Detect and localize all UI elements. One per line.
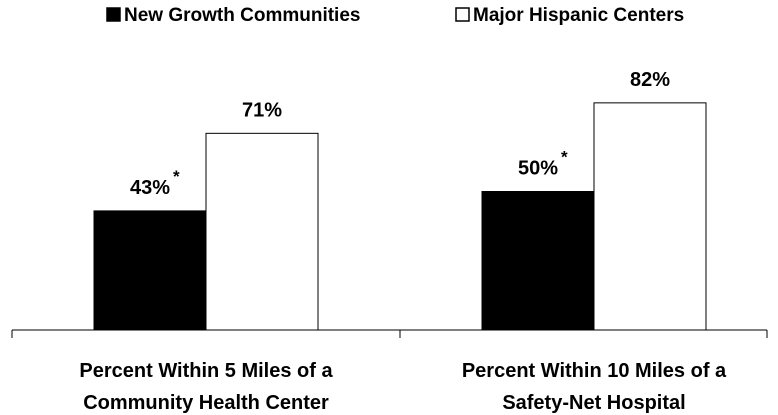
x-axis <box>11 329 768 338</box>
value-label-2-series-1: 50% <box>518 158 558 180</box>
legend-label-2: Major Hispanic Centers <box>473 5 684 26</box>
value-label-1-series-1: 43% <box>130 177 170 199</box>
legend-swatch-1 <box>106 7 121 22</box>
bar-2-series-1 <box>481 191 595 331</box>
value-label-2-series-2: 82% <box>630 69 670 91</box>
category-labels-group: Percent Within 5 Miles of a Community Hea… <box>79 360 727 414</box>
bars-group <box>93 102 707 331</box>
value-label-1-series-2: 71% <box>242 99 282 121</box>
bar-2-series-2 <box>593 102 707 331</box>
legend: New Growth Communities Major Hispanic Cen… <box>106 5 684 26</box>
significance-marker-2: * <box>561 148 568 167</box>
legend-swatch-2 <box>455 7 470 22</box>
category-label-1-line-2: Community Health Center <box>83 392 329 414</box>
category-label-2-line-1: Percent Within 10 Miles of a <box>462 360 727 382</box>
category-label-2-line-2: Safety-Net Hospital <box>502 392 685 414</box>
significance-marker-1: * <box>173 167 180 186</box>
bar-1-series-2 <box>205 132 319 331</box>
legend-label-1: New Growth Communities <box>124 5 360 26</box>
category-label-1-line-1: Percent Within 5 Miles of a <box>79 360 333 382</box>
value-labels-group: 43%*71%50%*82% <box>130 69 670 199</box>
bar-1-series-1 <box>93 210 207 331</box>
